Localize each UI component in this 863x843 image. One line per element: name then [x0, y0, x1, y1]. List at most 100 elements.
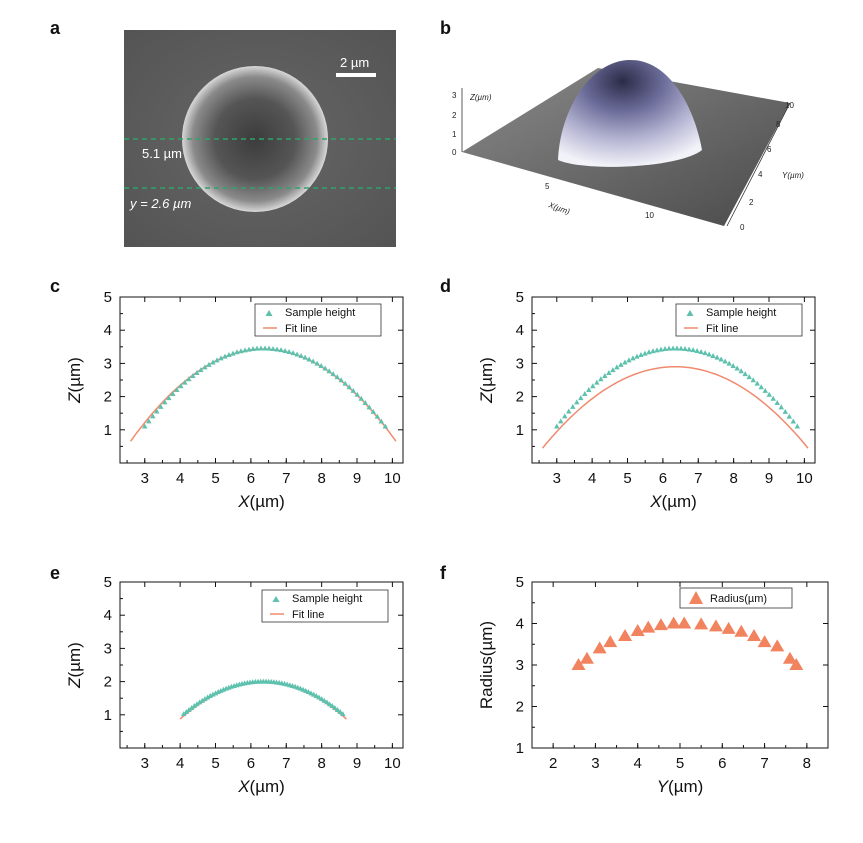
z-tick-label: 3: [452, 91, 457, 100]
y-tick-label: 6: [767, 145, 772, 154]
x-tick-label: 9: [765, 470, 773, 487]
sample-height-point: [199, 697, 205, 703]
sample-height-point: [590, 383, 596, 389]
sample-height-point: [678, 345, 684, 351]
y-tick-label: 1: [104, 707, 112, 724]
x-tick-label: 3: [141, 470, 149, 487]
sample-height-point: [210, 691, 216, 697]
sample-height-point: [582, 390, 588, 396]
radius-point: [789, 658, 804, 670]
y-tick-label: 10: [785, 101, 794, 110]
x-tick-label: 3: [553, 470, 561, 487]
x-tick-label: 7: [282, 470, 290, 487]
sample-height-point: [658, 346, 664, 352]
legend-box: [675, 303, 803, 337]
sample-height-point: [786, 413, 792, 419]
x-tick-label: 5: [676, 755, 684, 772]
legend-box: [254, 303, 382, 337]
sample-height-point: [762, 387, 768, 393]
sample-height-point: [322, 365, 328, 371]
y-tick-label: 2: [516, 389, 524, 406]
sample-height-point: [622, 359, 628, 365]
x-tick-label: 9: [353, 470, 361, 487]
sample-height-point: [246, 346, 252, 352]
sample-height-point: [606, 369, 612, 375]
radius-point: [770, 639, 785, 652]
y-axis-label: Z(µm): [65, 357, 84, 404]
x-tick-label: 3: [141, 755, 149, 772]
sample-height-point: [334, 374, 340, 380]
sample-height-point: [306, 356, 312, 362]
sample-height-point: [274, 346, 280, 352]
panel-label-f: f: [440, 563, 446, 583]
radius-point: [653, 618, 668, 631]
sample-height-point: [346, 384, 352, 390]
sample-height-point: [258, 345, 264, 351]
radius-point: [641, 620, 656, 633]
legend-sample-marker: [272, 596, 280, 602]
sample-height-point: [782, 408, 788, 414]
sample-height-point: [734, 365, 740, 371]
sample-height-point: [646, 349, 652, 355]
x-tick-label: 8: [317, 470, 325, 487]
sample-height-point: [194, 369, 200, 375]
sample-height-point: [234, 349, 240, 355]
sample-height-point: [654, 347, 660, 353]
sample-height-point: [324, 699, 330, 705]
y-tick-label: 5: [516, 289, 524, 306]
sample-height-point: [670, 345, 676, 351]
sample-height-point: [194, 701, 200, 707]
sample-height-point: [774, 400, 780, 406]
sample-height-point: [694, 347, 700, 353]
sample-height-point: [166, 395, 172, 401]
legend-radius-marker: [689, 591, 703, 604]
sample-height-point: [746, 374, 752, 380]
x-tick-label: 8: [803, 755, 811, 772]
x-tick-label: 4: [176, 470, 184, 487]
sample-height-point: [686, 346, 692, 352]
sample-height-point: [366, 404, 372, 410]
sample-height-point: [570, 403, 576, 409]
sample-height-point: [262, 345, 268, 351]
x-tick-label: 5: [545, 182, 550, 191]
sample-height-point: [332, 704, 338, 710]
sample-height-point: [602, 373, 608, 379]
sample-height-point: [182, 379, 188, 385]
sample-height-point: [562, 413, 568, 419]
radius-point: [579, 651, 594, 664]
sample-height-point: [226, 352, 232, 358]
sample-height-point: [146, 418, 152, 424]
legend-box: [261, 589, 389, 623]
x-tick-label: 7: [694, 470, 702, 487]
x-axis-label: X(µm): [237, 492, 285, 511]
sample-height-point: [266, 345, 272, 351]
sample-height-point: [337, 709, 343, 715]
sample-height-point: [294, 351, 300, 357]
sample-height-point: [682, 345, 688, 351]
sample-height-point: [282, 347, 288, 353]
sample-height-point: [770, 395, 776, 401]
y-axis-label: Radius(µm): [477, 621, 496, 709]
y-tick-label: 2: [104, 389, 112, 406]
sample-height-point: [298, 352, 304, 358]
sample-height-point: [566, 408, 572, 414]
sample-height-point: [354, 391, 360, 397]
sample-height-point: [362, 400, 368, 406]
surface-3d-plot: 0 1 2 3 Z(µm) 5 10 X(µm) 0 2 4 6 8 10 Y(…: [452, 59, 804, 232]
sample-height-point: [313, 693, 320, 699]
sample-height-point: [314, 360, 320, 366]
sample-height-point: [202, 696, 208, 702]
sample-height-point: [198, 367, 204, 373]
sample-height-point: [634, 353, 640, 359]
y-axis-label: Z(µm): [65, 642, 84, 689]
legend-sample-marker: [265, 310, 273, 316]
sample-height-point: [170, 390, 176, 396]
chart-e: 3 4 5 6 7 8 9 10 1 2 3 4 5 X(µm) Z(µm) Sample height Fit…: [65, 574, 404, 796]
sample-height-point: [310, 358, 316, 364]
x-axis-label: X(µm): [649, 492, 697, 511]
legend-sample-label: Sample height: [292, 593, 362, 605]
sample-height-point: [730, 363, 736, 369]
sample-height-point: [378, 418, 385, 424]
sample-height-point: [690, 347, 696, 353]
z-tick-label: 1: [452, 130, 457, 139]
